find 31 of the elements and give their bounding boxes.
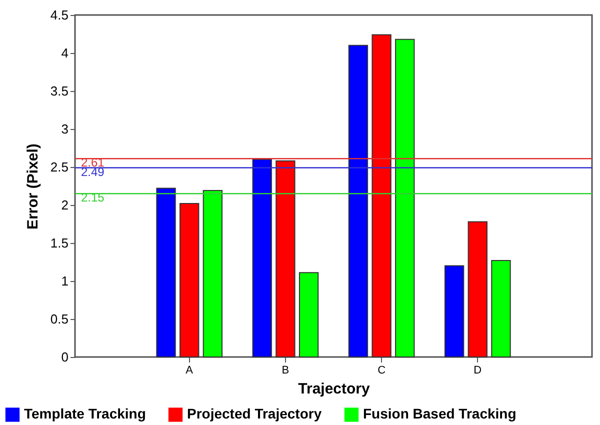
y-tick-label: 2 [61,198,68,212]
bar [348,44,368,358]
x-axis-title: Trajectory [298,380,370,398]
bar [156,188,176,358]
y-tick-label: 3.5 [50,84,68,98]
y-tick-label: 1.5 [50,236,68,250]
bar [444,265,464,358]
x-tick-label: B [282,364,290,376]
y-tick-label: 2.5 [50,160,68,174]
y-axis-title: Error (Pixel) [24,144,42,230]
bar [468,221,488,358]
x-tick-label: C [378,364,386,376]
y-tick-label: 4 [61,46,68,60]
y-tick-label: 3 [61,122,68,136]
bar [395,38,415,358]
legend-label: Fusion Based Tracking [363,406,516,422]
x-tick-label: D [474,364,482,376]
bar [372,34,392,358]
y-tick-label: 0 [61,350,68,364]
x-tick-label: A [186,364,194,376]
bar [252,158,272,358]
legend-label: Template Tracking [24,406,146,422]
legend-label: Projected Trajectory [187,406,322,422]
bar [180,202,200,358]
y-tick-label: 0.5 [50,312,68,326]
bar [202,190,223,358]
bar [298,272,319,358]
y-tick-label: 4.5 [50,8,68,22]
bar [491,260,511,358]
bar [276,160,296,358]
y-tick-label: 1 [61,274,68,288]
